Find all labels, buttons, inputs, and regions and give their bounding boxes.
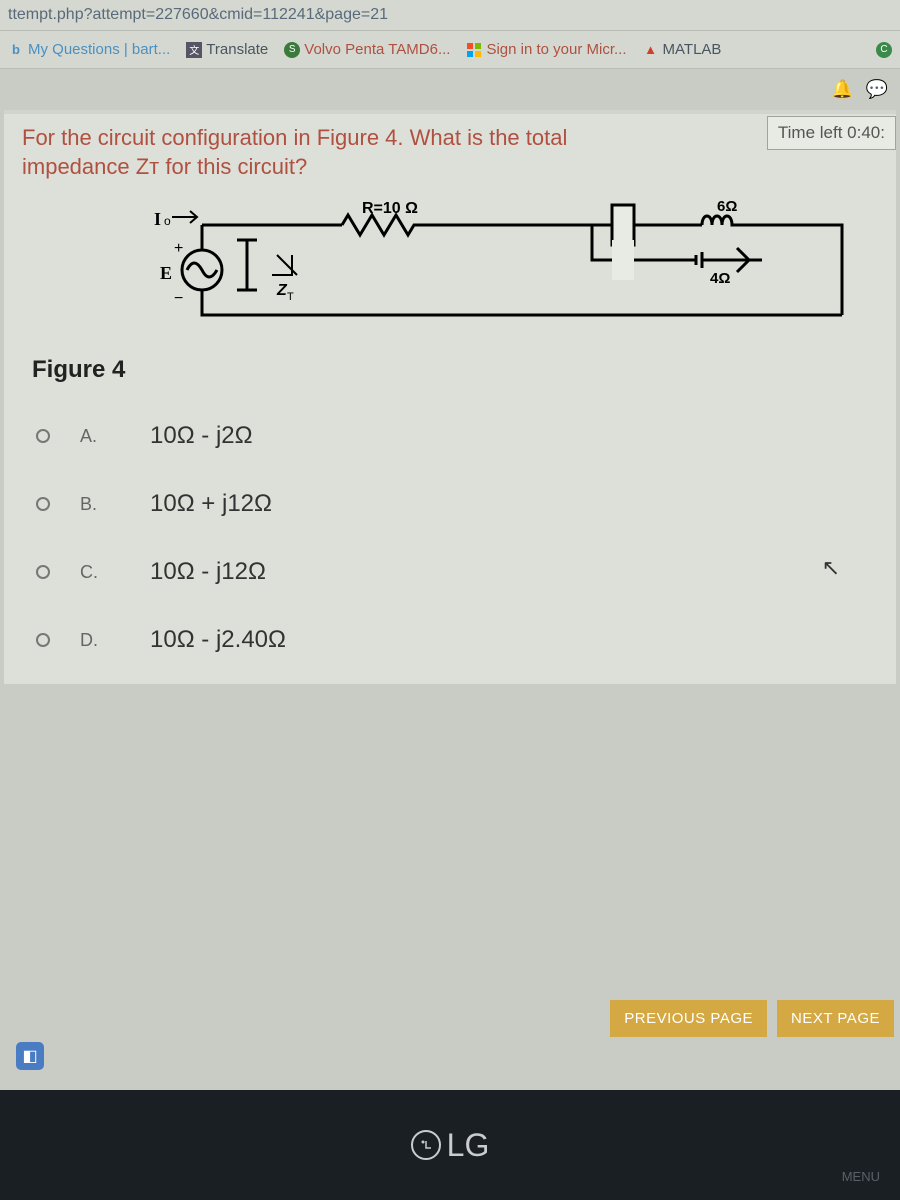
volvo-icon: S — [284, 42, 300, 58]
svg-text:−: − — [174, 290, 183, 307]
bookmark-label: Volvo Penta TAMD6... — [304, 41, 450, 58]
option-letter: D. — [80, 630, 100, 651]
cursor-icon: ↖ — [822, 555, 840, 581]
url-bar[interactable]: ttempt.php?attempt=227660&cmid=112241&pa… — [0, 0, 900, 31]
options-list: A. 10Ω - j2Ω B. 10Ω + j12Ω C. 10Ω - j12Ω… — [22, 402, 882, 674]
previous-page-button[interactable]: PREVIOUS PAGE — [610, 1000, 767, 1037]
lg-text: LG — [447, 1127, 490, 1164]
option-letter: B. — [80, 494, 100, 515]
question-text: For the circuit configuration in Figure … — [22, 124, 882, 181]
svg-text:4Ω: 4Ω — [710, 270, 730, 287]
microsoft-icon — [466, 42, 482, 58]
next-page-button[interactable]: NEXT PAGE — [777, 1000, 894, 1037]
bell-icon[interactable]: 🔔 — [831, 79, 853, 100]
option-b[interactable]: B. 10Ω + j12Ω — [36, 470, 882, 538]
bookmark-my-questions[interactable]: b My Questions | bart... — [4, 39, 174, 60]
option-text: 10Ω - j2.40Ω — [150, 626, 286, 654]
svg-text:T: T — [287, 291, 294, 303]
generic-icon: C — [876, 42, 892, 58]
option-c[interactable]: C. 10Ω - j12Ω — [36, 538, 882, 606]
option-a[interactable]: A. 10Ω - j2Ω — [36, 402, 882, 470]
bookmark-matlab[interactable]: ▲ MATLAB — [639, 39, 726, 60]
lg-face-icon — [411, 1130, 441, 1160]
svg-text:+: + — [174, 240, 183, 257]
option-text: 10Ω - j12Ω — [150, 558, 266, 586]
chat-icon[interactable]: 💬 — [866, 79, 888, 100]
header-icons: 🔔 💬 — [0, 69, 900, 110]
radio-icon[interactable] — [36, 497, 50, 511]
bookmark-signin[interactable]: Sign in to your Micr... — [462, 39, 630, 60]
figure-label: Figure 4 — [32, 356, 882, 384]
bookmark-label: Sign in to your Micr... — [486, 41, 626, 58]
bookmark-label: MATLAB — [663, 41, 722, 58]
monitor-menu-label: MENU — [842, 1169, 880, 1184]
option-letter: A. — [80, 426, 100, 447]
svg-text:6Ω: 6Ω — [717, 198, 737, 215]
matlab-icon: ▲ — [643, 42, 659, 58]
svg-text:E: E — [160, 263, 172, 283]
radio-icon[interactable] — [36, 565, 50, 579]
lg-logo: LG — [411, 1127, 490, 1164]
radio-icon[interactable] — [36, 429, 50, 443]
bookmark-more[interactable]: C — [872, 40, 896, 60]
monitor-bezel: LG MENU — [0, 1090, 900, 1200]
option-text: 10Ω + j12Ω — [150, 490, 272, 518]
nav-buttons: PREVIOUS PAGE NEXT PAGE — [610, 1000, 894, 1037]
bartleby-icon: b — [8, 42, 24, 58]
svg-text:I: I — [154, 209, 161, 229]
quiz-content: Time left 0:40: For the circuit configur… — [4, 110, 896, 684]
bookmark-translate[interactable]: 文 Translate — [182, 39, 272, 60]
circuit-figure: I o + E − R=10 Ω Z T 6Ω 4Ω — [82, 195, 862, 335]
taskbar-app-icon[interactable]: ◧ — [16, 1042, 44, 1070]
option-d[interactable]: D. 10Ω - j2.40Ω — [36, 606, 882, 674]
r-label: R=10 Ω — [362, 200, 418, 217]
bookmark-volvo[interactable]: S Volvo Penta TAMD6... — [280, 39, 454, 60]
radio-icon[interactable] — [36, 633, 50, 647]
question-line2: impedance Zᴛ for this circuit? — [22, 154, 307, 179]
question-line1: For the circuit configuration in Figure … — [22, 125, 567, 150]
option-text: 10Ω - j2Ω — [150, 422, 253, 450]
svg-text:o: o — [164, 214, 171, 228]
bookmark-label: Translate — [206, 41, 268, 58]
bookmark-label: My Questions | bart... — [28, 41, 170, 58]
bookmarks-bar: b My Questions | bart... 文 Translate S V… — [0, 31, 900, 69]
translate-icon: 文 — [186, 42, 202, 58]
question-block: For the circuit configuration in Figure … — [4, 114, 896, 684]
time-left-box: Time left 0:40: — [767, 116, 896, 150]
option-letter: C. — [80, 562, 100, 583]
